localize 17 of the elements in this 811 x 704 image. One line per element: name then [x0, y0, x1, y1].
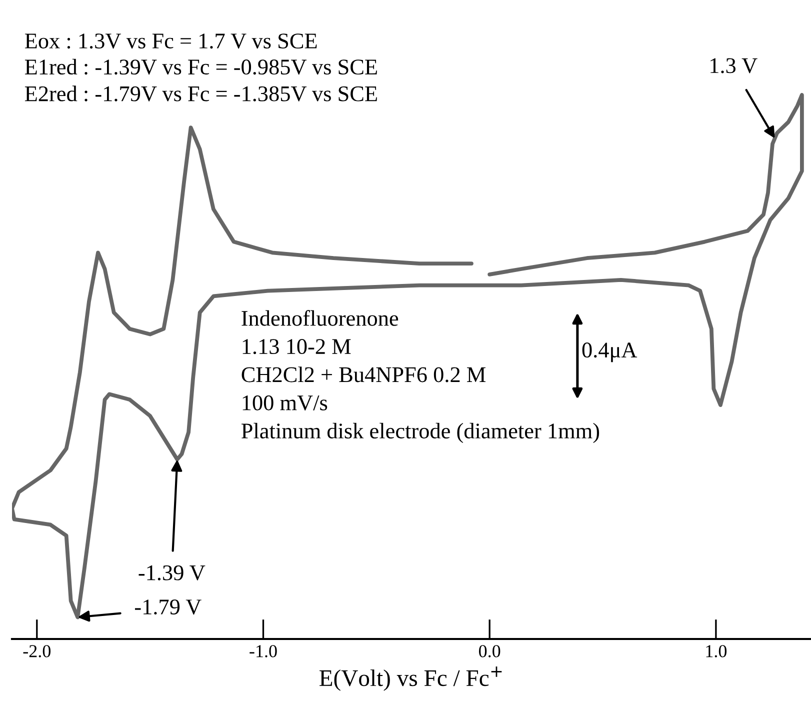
annotation: 1.3 V: [710, 58, 758, 74]
annotation: 100 mV/s: [242, 395, 328, 410]
annotation: -1.79 V: [134, 600, 202, 615]
annotation: Platinum disk electrode (diameter 1mm): [242, 422, 600, 444]
x-tick-label: -2.0: [23, 645, 50, 658]
x-tick-label: -1.0: [250, 645, 277, 658]
annotation: 1.13 10-2 M: [242, 339, 351, 354]
x-axis-title: E(Volt) vs Fc / Fc$^{+}$: [320, 666, 502, 691]
annotation: CH2Cl2 + Bu4NPF6 0.2 M: [242, 366, 486, 382]
x-tick-label: 0.0: [478, 645, 500, 658]
x-tick-label: 1.0: [706, 645, 727, 658]
text: Eox : 1.3V vs Fc = 1.7 V vs SCE: [24, 34, 317, 49]
annotation: -1.39 V: [138, 565, 206, 580]
annotation: Indenofluorenone: [242, 310, 398, 326]
text: E1red : -1.39V vs Fc = -0.985V vs SCE: [24, 58, 377, 75]
annotation: 0.4μA: [582, 342, 638, 362]
annotation: E2red : -1.79V vs Fc = -1.385V vs SCE: [24, 86, 377, 102]
